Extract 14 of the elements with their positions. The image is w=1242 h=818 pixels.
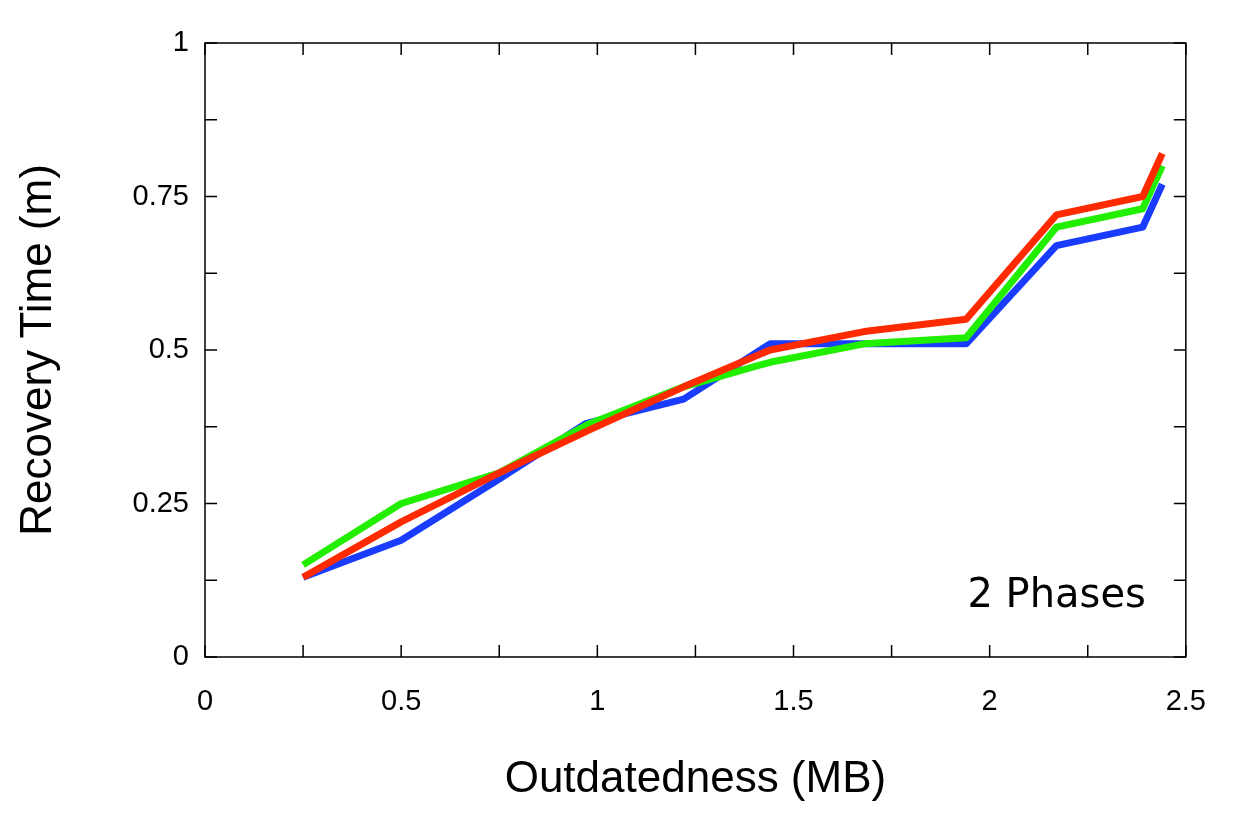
x-tick-label: 0 xyxy=(196,684,214,717)
y-axis-title: Recovery Time (m) xyxy=(10,164,60,536)
y-tick-label: 0.75 xyxy=(132,178,189,211)
annotation: 2 Phases xyxy=(967,570,1146,617)
y-tick-label: 0.25 xyxy=(132,485,189,518)
y-tick-label: 0.5 xyxy=(148,332,189,364)
y-tick-label: 1 xyxy=(172,25,189,57)
x-tick-label: 0.5 xyxy=(381,684,422,717)
x-axis-title: Outdatedness (MB) xyxy=(504,751,887,801)
x-tick-label: 2 xyxy=(981,684,998,717)
x-tick-label: 2.5 xyxy=(1165,684,1207,717)
x-tick-label: 1 xyxy=(589,684,606,717)
y-tick-label: 0 xyxy=(172,639,189,671)
x-tick-label: 1.5 xyxy=(773,684,814,717)
